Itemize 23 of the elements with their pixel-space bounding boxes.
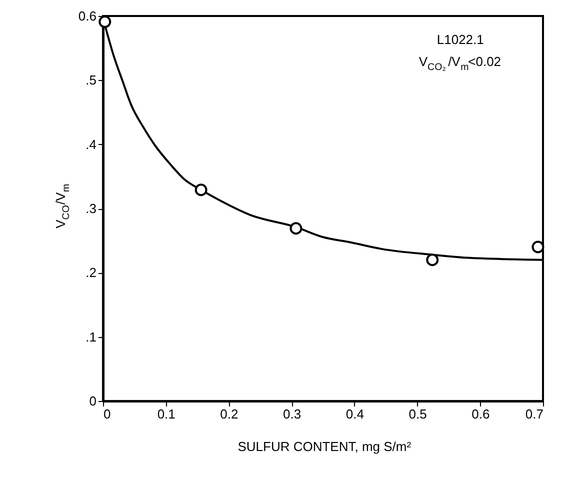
x-tick-label: 0.7	[525, 406, 544, 422]
point	[532, 240, 544, 254]
point	[426, 254, 439, 266]
y-tick-label: .5	[86, 72, 96, 88]
x-tick-label: 0.1	[157, 406, 176, 422]
y-tick-label: 0	[89, 394, 96, 408]
y-tick-label: .4	[86, 136, 96, 152]
x-tick-label: 0.4	[346, 406, 364, 422]
point	[194, 184, 208, 196]
x-axis-title: SULFUR CONTENT, mg S/m²	[238, 439, 412, 454]
point	[290, 222, 302, 235]
x-tick-label: 0.2	[220, 406, 238, 422]
y-tick-label: .3	[86, 201, 96, 216]
x-tick-label: 0.6	[472, 406, 490, 422]
y-tick-label: .2	[86, 265, 96, 280]
x-tick-label: 0	[104, 406, 111, 422]
annotation: L1022.1	[436, 32, 484, 47]
point	[98, 16, 112, 28]
x-tick-label: 0.3	[283, 406, 302, 422]
y-axis-title: VCO/Vm	[53, 184, 72, 228]
y-tick-label: .1	[86, 329, 96, 344]
x-tick-label: 0.5	[408, 406, 427, 422]
y-tick-label: 0.6	[78, 8, 96, 24]
